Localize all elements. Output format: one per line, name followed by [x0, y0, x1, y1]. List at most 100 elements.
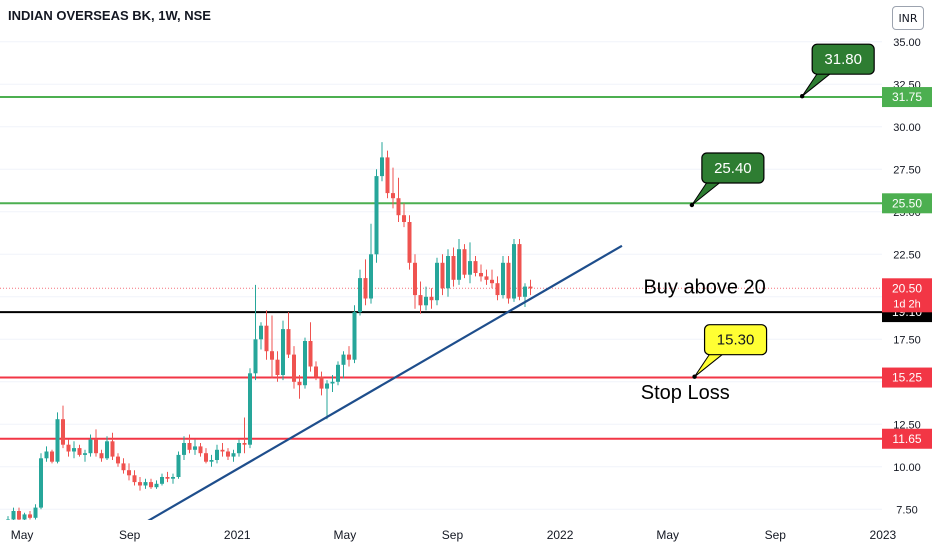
candle-body — [121, 463, 126, 471]
price-tick-label: 17.50 — [893, 334, 921, 346]
price-tick-label: 7.50 — [896, 504, 917, 516]
candle-body — [22, 514, 27, 520]
candle-body — [446, 256, 450, 289]
time-axis-bg — [0, 520, 932, 550]
candle-body — [517, 244, 522, 297]
candle-body — [99, 453, 104, 459]
candle-body — [396, 198, 401, 216]
candle-body — [347, 354, 351, 360]
candle-body — [127, 470, 131, 476]
candle-body — [512, 244, 516, 299]
candle-body — [237, 443, 241, 454]
candle-body — [182, 443, 186, 455]
candle-body — [418, 295, 423, 306]
candle-body — [55, 419, 60, 462]
candle-body — [374, 176, 379, 255]
candle-body — [17, 511, 21, 520]
candle-body — [242, 443, 247, 445]
candle-body — [248, 373, 252, 445]
time-tick-label: Sep — [119, 528, 141, 542]
price-tick-label: 12.50 — [893, 419, 921, 431]
candle-body — [468, 261, 472, 275]
candle-body — [490, 279, 494, 284]
candle-body — [435, 262, 439, 301]
stop-loss-annotation: Stop Loss — [641, 382, 730, 404]
candle-body — [385, 157, 390, 194]
callout-box — [703, 324, 768, 356]
candlestick-series — [6, 142, 533, 523]
candle-body — [352, 312, 357, 360]
candle-body — [341, 354, 346, 365]
annotation-layer: Buy above 20 Stop Loss — [641, 276, 766, 403]
price-tick-label: 30.00 — [893, 122, 921, 134]
trendline — [126, 244, 623, 535]
stop-loss-price-label: 15.25 — [892, 371, 922, 385]
candle-body — [105, 441, 109, 459]
candle-body — [28, 514, 32, 518]
candle-body — [264, 325, 269, 352]
time-tick-label: 2021 — [224, 528, 251, 542]
price-axis: 7.5010.0012.5015.0017.5020.0022.5025.002… — [882, 0, 932, 520]
candle-body — [297, 381, 302, 386]
candle-body — [473, 261, 478, 273]
time-tick-label: Sep — [765, 528, 787, 542]
candle-body — [270, 351, 274, 360]
candle-body — [319, 376, 324, 389]
candle-body — [193, 446, 197, 450]
candle-body — [501, 262, 505, 296]
candle-body — [402, 215, 406, 222]
support-price-tag — [882, 428, 932, 449]
chart-grid — [0, 41, 882, 510]
candle-body — [220, 449, 225, 452]
candle-body — [275, 359, 280, 375]
candle-body — [160, 477, 164, 484]
candle-body — [231, 453, 236, 457]
candle-body — [77, 448, 82, 455]
buy-above-annotation: Buy above 20 — [643, 276, 765, 298]
candle-body — [154, 483, 159, 488]
candle-body — [286, 329, 291, 355]
time-tick-label: May — [334, 528, 357, 542]
candle-body — [143, 482, 148, 486]
candle-body — [94, 439, 98, 454]
time-tick-label: Sep — [442, 528, 464, 542]
callout-label: 31.80 — [824, 51, 862, 68]
candle-body — [72, 448, 76, 452]
candle-body — [83, 453, 87, 455]
callout-box — [701, 152, 765, 184]
resistance-2-price-label: 25.50 — [892, 196, 922, 210]
time-axis: May Sep 2021 May Sep 2022 May Sep 2023 — [0, 520, 932, 550]
callout-box — [811, 43, 875, 75]
candle-body — [253, 339, 258, 374]
candle-body — [226, 451, 230, 457]
candle-body — [314, 366, 318, 377]
callout-label: 25.40 — [714, 160, 752, 177]
callout-anchor — [689, 202, 695, 208]
candle-body — [138, 482, 142, 486]
candle-body — [380, 157, 384, 177]
candle-body — [358, 278, 362, 313]
currency-label: INR — [898, 11, 918, 25]
candle-body — [259, 325, 263, 340]
callout-layer: 31.80 25.40 15.30 — [689, 43, 875, 379]
candle-body — [116, 456, 120, 464]
candle-body — [451, 256, 456, 280]
currency-button[interactable]: INR — [892, 6, 924, 30]
candle-body — [110, 441, 115, 457]
candle-body — [363, 278, 368, 299]
support-price-label: 11.65 — [892, 432, 921, 446]
candle-body — [39, 458, 43, 508]
callout-pointer — [691, 180, 724, 206]
candle-body — [325, 383, 329, 389]
candle-body — [330, 381, 335, 384]
candle-body — [209, 460, 214, 462]
resistance-1-price-label: 31.75 — [892, 90, 922, 104]
candle-body — [176, 454, 181, 477]
time-tick-label: 2023 — [870, 528, 897, 542]
price-tick-label: 10.00 — [893, 462, 921, 474]
current-price-label: 20.50 — [892, 281, 922, 295]
candle-body — [429, 296, 434, 301]
candle-body — [424, 296, 428, 306]
candle-body — [528, 286, 533, 289]
